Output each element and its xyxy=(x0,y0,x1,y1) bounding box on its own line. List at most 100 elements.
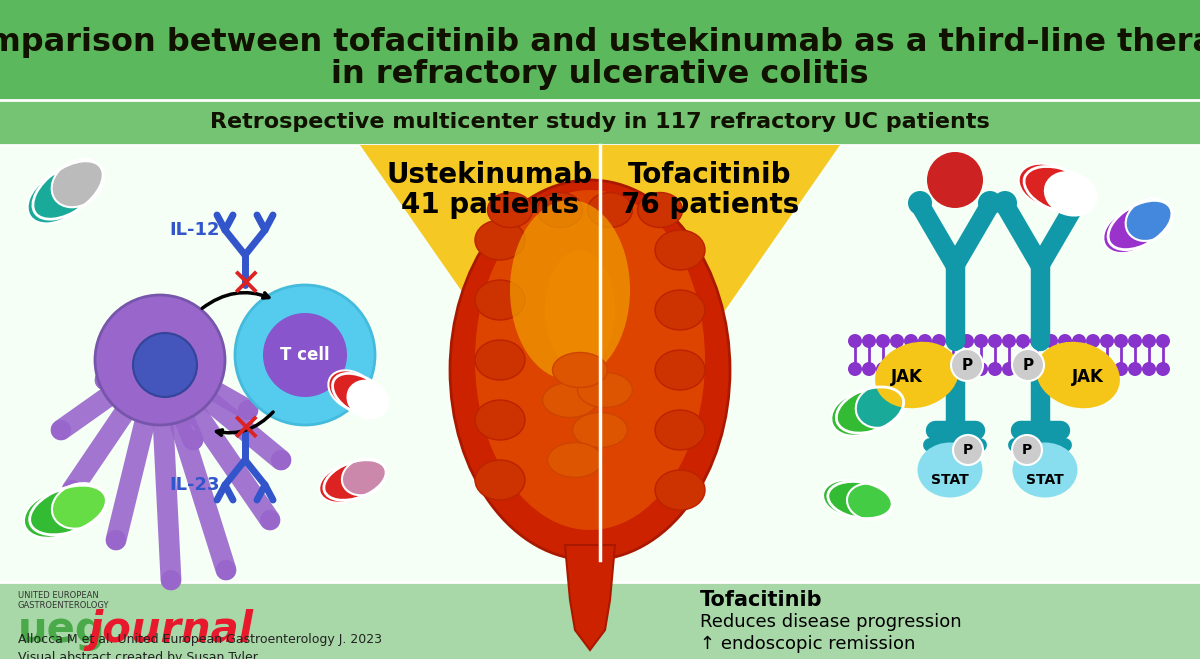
Circle shape xyxy=(890,362,904,376)
Text: STAT: STAT xyxy=(931,473,968,487)
Circle shape xyxy=(904,362,918,376)
Circle shape xyxy=(1142,334,1156,348)
Ellipse shape xyxy=(329,370,376,411)
Circle shape xyxy=(953,435,983,465)
Circle shape xyxy=(1012,349,1044,381)
Circle shape xyxy=(1044,362,1058,376)
Circle shape xyxy=(1058,362,1072,376)
Circle shape xyxy=(848,362,862,376)
Circle shape xyxy=(952,349,983,381)
Circle shape xyxy=(260,510,280,530)
Ellipse shape xyxy=(655,410,706,450)
Ellipse shape xyxy=(856,385,904,428)
Circle shape xyxy=(1142,362,1156,376)
Text: journal: journal xyxy=(88,609,253,651)
Text: Allocca M et al. United European Gastroenterology J. 2023
Visual abstract create: Allocca M et al. United European Gastroe… xyxy=(18,633,382,659)
Ellipse shape xyxy=(1013,442,1078,498)
Ellipse shape xyxy=(547,442,602,478)
Text: ↑ endoscopic remission: ↑ endoscopic remission xyxy=(700,635,916,653)
Text: P: P xyxy=(1022,357,1033,372)
Ellipse shape xyxy=(510,200,630,380)
Circle shape xyxy=(890,334,904,348)
Circle shape xyxy=(1086,334,1100,348)
Ellipse shape xyxy=(1045,172,1097,215)
Text: 76 patients: 76 patients xyxy=(620,191,799,219)
Ellipse shape xyxy=(1019,163,1080,209)
Circle shape xyxy=(908,191,932,215)
Circle shape xyxy=(95,295,226,425)
Circle shape xyxy=(974,334,988,348)
Text: P: P xyxy=(962,443,973,457)
Ellipse shape xyxy=(475,400,526,440)
Circle shape xyxy=(1016,362,1030,376)
Circle shape xyxy=(978,191,1002,215)
Circle shape xyxy=(876,362,890,376)
Circle shape xyxy=(263,313,347,397)
Circle shape xyxy=(1002,362,1016,376)
Circle shape xyxy=(1128,334,1142,348)
Ellipse shape xyxy=(475,190,706,530)
Ellipse shape xyxy=(1036,342,1120,409)
Circle shape xyxy=(988,334,1002,348)
Ellipse shape xyxy=(24,490,90,538)
Ellipse shape xyxy=(475,460,526,500)
Circle shape xyxy=(918,362,932,376)
Ellipse shape xyxy=(487,192,533,227)
Circle shape xyxy=(106,530,126,550)
Circle shape xyxy=(1016,334,1030,348)
Circle shape xyxy=(862,362,876,376)
Circle shape xyxy=(1030,362,1044,376)
Circle shape xyxy=(1058,334,1072,348)
Text: GASTROENTEROLOGY: GASTROENTEROLOGY xyxy=(18,602,109,610)
Circle shape xyxy=(182,430,203,450)
Ellipse shape xyxy=(832,391,889,436)
Text: IL-23: IL-23 xyxy=(169,476,220,494)
Ellipse shape xyxy=(847,484,893,520)
Ellipse shape xyxy=(545,250,616,370)
FancyBboxPatch shape xyxy=(0,582,1200,659)
Text: in refractory ulcerative colitis: in refractory ulcerative colitis xyxy=(331,59,869,90)
Text: UNITED EUROPEAN: UNITED EUROPEAN xyxy=(18,592,98,600)
Circle shape xyxy=(1156,362,1170,376)
FancyBboxPatch shape xyxy=(0,0,1200,100)
Text: IL-12: IL-12 xyxy=(169,221,220,239)
Circle shape xyxy=(1086,362,1100,376)
Ellipse shape xyxy=(475,280,526,320)
Ellipse shape xyxy=(918,442,983,498)
Text: Tofacitinib: Tofacitinib xyxy=(700,590,823,610)
Ellipse shape xyxy=(28,170,89,223)
Ellipse shape xyxy=(1126,198,1172,241)
Text: Comparison between tofacitinib and ustekinumab as a third-line therapy: Comparison between tofacitinib and ustek… xyxy=(0,26,1200,57)
Ellipse shape xyxy=(52,159,104,208)
Ellipse shape xyxy=(875,342,959,409)
Text: 41 patients: 41 patients xyxy=(401,191,580,219)
Circle shape xyxy=(1100,362,1114,376)
Ellipse shape xyxy=(637,192,683,227)
Circle shape xyxy=(161,570,181,590)
Circle shape xyxy=(1100,334,1114,348)
Circle shape xyxy=(271,450,292,470)
Circle shape xyxy=(1072,362,1086,376)
Text: Reduces disease progression: Reduces disease progression xyxy=(700,613,961,631)
Circle shape xyxy=(848,334,862,348)
Circle shape xyxy=(238,400,258,420)
Circle shape xyxy=(1002,334,1016,348)
Ellipse shape xyxy=(823,480,877,517)
Ellipse shape xyxy=(348,381,388,418)
Ellipse shape xyxy=(319,464,372,503)
Circle shape xyxy=(1128,362,1142,376)
Ellipse shape xyxy=(655,230,706,270)
Polygon shape xyxy=(565,545,616,650)
Ellipse shape xyxy=(538,192,582,227)
Circle shape xyxy=(918,334,932,348)
Ellipse shape xyxy=(1103,208,1158,253)
Circle shape xyxy=(95,370,115,390)
Text: JAK: JAK xyxy=(892,368,923,386)
Circle shape xyxy=(932,362,946,376)
Circle shape xyxy=(1072,334,1086,348)
Text: Ustekinumab: Ustekinumab xyxy=(386,161,593,189)
Circle shape xyxy=(1063,191,1087,215)
Circle shape xyxy=(994,191,1018,215)
Ellipse shape xyxy=(450,180,730,560)
Text: P: P xyxy=(1022,443,1032,457)
